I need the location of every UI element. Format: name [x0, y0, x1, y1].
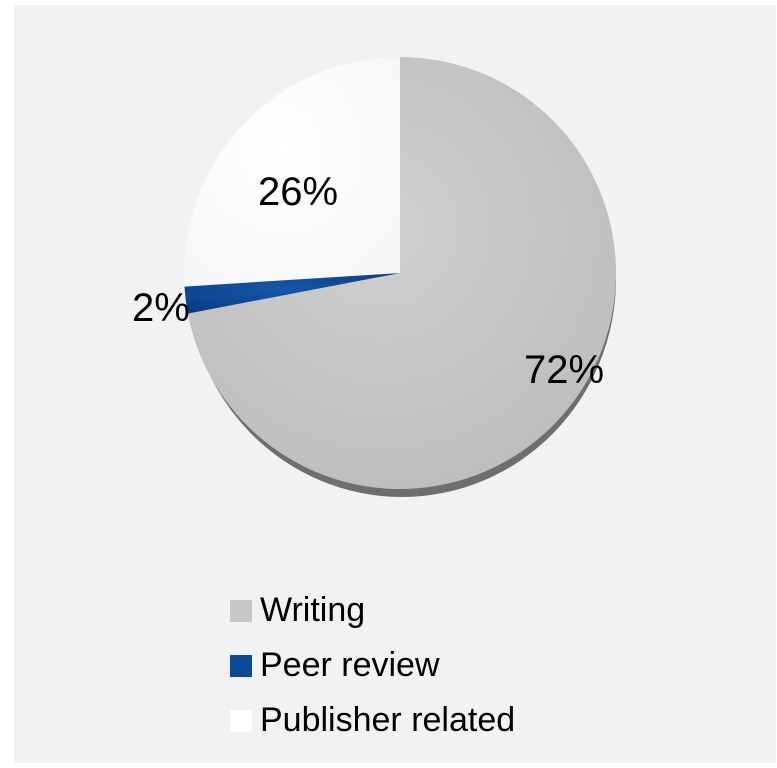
data-label-peer-review: 2% [132, 286, 190, 330]
chart-area: 72% 2% 26% Writing Peer review Publisher rel… [14, 5, 776, 763]
legend-item-writing: Writing [230, 583, 515, 638]
legend-item-peer-review: Peer review [230, 638, 515, 693]
data-label-publisher-related: 26% [258, 170, 338, 214]
slice-publisher-related [183, 57, 400, 287]
legend-swatch [230, 654, 252, 677]
legend: Writing Peer review Publisher related [230, 583, 515, 748]
pie-chart: 72% 2% 26% [132, 57, 617, 497]
slice-writing [187, 57, 617, 490]
legend-label: Publisher related [260, 701, 516, 739]
slice-peer-review [184, 273, 400, 314]
legend-label: Peer review [260, 646, 440, 684]
legend-swatch [230, 599, 252, 622]
data-label-writing: 72% [524, 348, 604, 392]
legend-swatch [230, 709, 252, 732]
legend-item-publisher-related: Publisher related [230, 693, 515, 748]
legend-label: Writing [260, 591, 366, 629]
